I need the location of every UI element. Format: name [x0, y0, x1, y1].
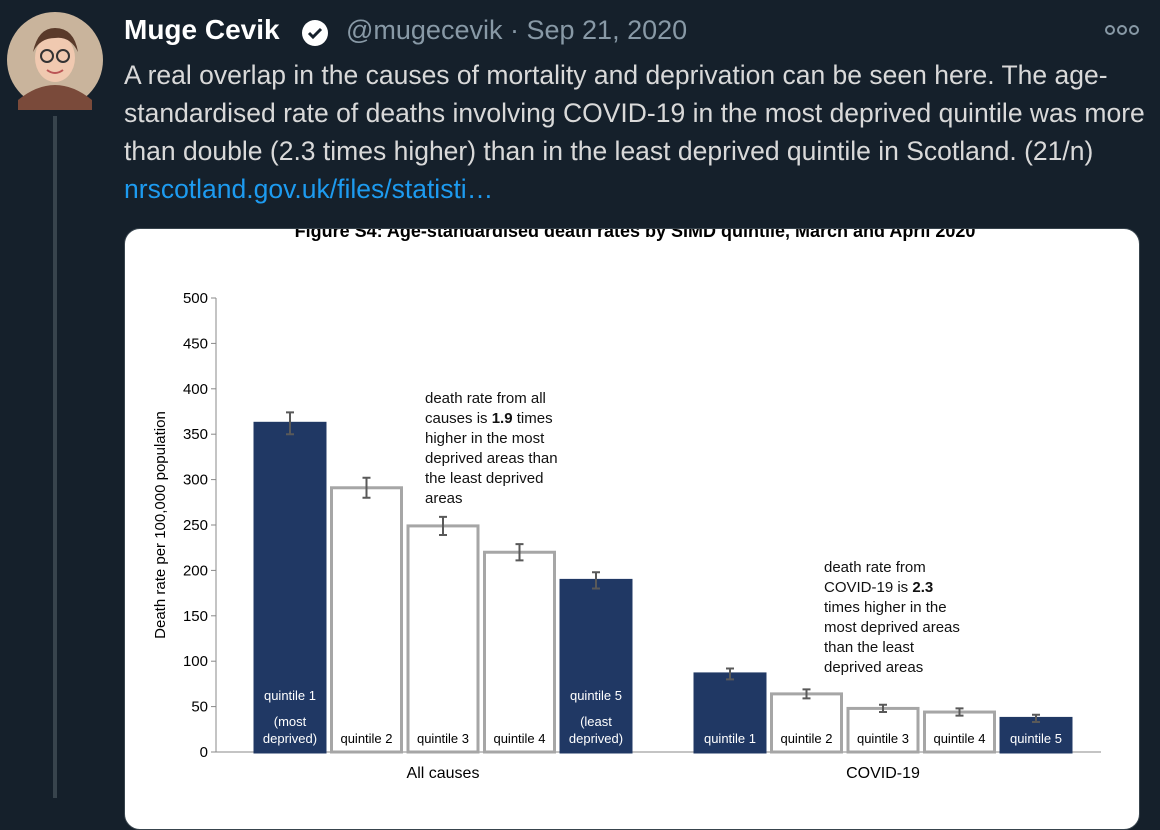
bar: [330, 486, 403, 754]
chart-title: Figure S4: Age-standardised death rates …: [295, 229, 976, 241]
separator: ·: [509, 15, 519, 45]
bar-note: deprived): [263, 731, 317, 746]
y-tick-label: 0: [200, 744, 208, 761]
y-tick-label: 400: [183, 381, 208, 398]
annotation-ratio: 2.3: [912, 579, 934, 596]
annotation-text: times higher in the most deprived areas …: [824, 599, 960, 676]
error-bar: [515, 543, 524, 562]
chart: Figure S4: Age-standardised death rates …: [152, 229, 1101, 782]
x-tick-label: COVID-19: [846, 765, 920, 782]
handle[interactable]: @mugecevik: [346, 15, 503, 45]
y-tick-label: 200: [183, 562, 208, 579]
bar-label: quintile 2: [780, 731, 832, 746]
tweet-text: A real overlap in the causes of mortalit…: [124, 56, 1154, 208]
tweet-link[interactable]: nrscotland.gov.uk/files/statisti…: [124, 174, 494, 204]
bar-label: quintile 1: [264, 688, 316, 703]
annotation-text: death rate from COVID-19 is: [824, 559, 926, 596]
annotation-text: death rate from all causes is: [425, 390, 546, 427]
bar-note: (least: [580, 714, 612, 729]
y-tick-label: 250: [183, 517, 208, 534]
bar: [253, 421, 327, 754]
error-bar: [802, 688, 811, 700]
error-bar: [592, 571, 600, 590]
avatar[interactable]: [7, 12, 103, 110]
bar-label: quintile 5: [570, 688, 622, 703]
bar-label: quintile 3: [857, 731, 909, 746]
x-tick-label: All causes: [407, 765, 480, 782]
error-bar: [955, 707, 964, 717]
bar-note: deprived): [569, 731, 623, 746]
bar-label: quintile 4: [933, 731, 985, 746]
bar: [406, 524, 480, 754]
tweet-meta: @mugecevik · Sep 21, 2020: [346, 15, 687, 46]
error-bar: [362, 476, 371, 499]
annotation: death rate from all causes is 1.9 times …: [425, 389, 577, 509]
error-bar: [1032, 713, 1040, 724]
error-bar: [879, 703, 887, 714]
bar-label: quintile 4: [493, 731, 545, 746]
y-tick-label: 500: [183, 290, 208, 307]
bar: [693, 672, 767, 754]
y-tick-label: 50: [191, 699, 208, 716]
bar-label: quintile 1: [704, 731, 756, 746]
image-card[interactable]: Figure S4: Age-standardised death rates …: [124, 228, 1140, 830]
bar-label: quintile 3: [417, 731, 469, 746]
bar: [483, 550, 556, 754]
annotation: death rate from COVID-19 is 2.3 times hi…: [824, 558, 969, 678]
tweet-body: A real overlap in the causes of mortalit…: [124, 60, 1145, 166]
annotation-text: times higher in the most deprived areas …: [425, 410, 558, 507]
bar-note: (most: [274, 714, 307, 729]
bar-label: quintile 5: [1010, 731, 1062, 746]
error-bar: [726, 667, 734, 681]
y-tick-label: 450: [183, 335, 208, 352]
error-bar: [286, 411, 294, 436]
bar: [559, 578, 633, 754]
y-tick-label: 300: [183, 472, 208, 489]
annotation-ratio: 1.9: [491, 410, 513, 427]
bar: [999, 716, 1073, 754]
page: Muge Cevik @mugecevik · Sep 21, 2020 A r…: [7, 12, 1154, 830]
error-bar: [439, 515, 447, 536]
author-name[interactable]: Muge Cevik: [124, 14, 280, 45]
y-tick-label: 100: [183, 653, 208, 670]
y-tick-label: 350: [183, 426, 208, 443]
y-tick-label: 150: [183, 608, 208, 625]
y-axis-label: Death rate per 100,000 population: [152, 411, 169, 639]
bar-label: quintile 2: [340, 731, 392, 746]
more-menu[interactable]: [1100, 20, 1144, 40]
date[interactable]: Sep 21, 2020: [526, 15, 688, 45]
avatar-column: [7, 12, 103, 798]
verified-badge: [302, 20, 328, 46]
